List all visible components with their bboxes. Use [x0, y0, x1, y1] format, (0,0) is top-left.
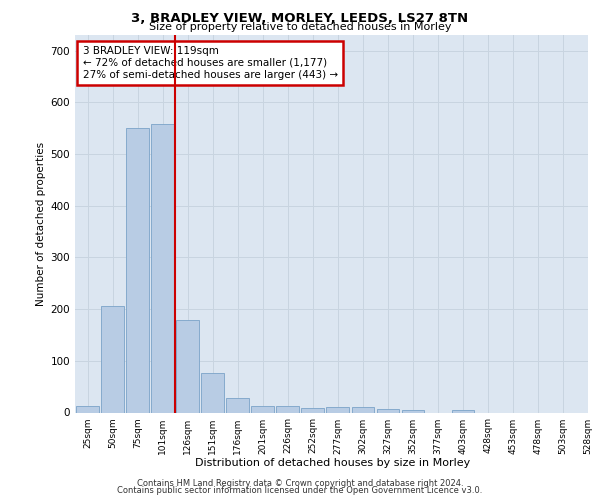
Text: 3 BRADLEY VIEW: 119sqm
← 72% of detached houses are smaller (1,177)
27% of semi-: 3 BRADLEY VIEW: 119sqm ← 72% of detached… [83, 46, 338, 80]
Bar [202, 372, 224, 412]
Bar [127, 128, 149, 412]
Text: Size of property relative to detached houses in Morley: Size of property relative to detached ho… [149, 22, 451, 32]
Bar [76, 406, 99, 412]
Text: 3, BRADLEY VIEW, MORLEY, LEEDS, LS27 8TN: 3, BRADLEY VIEW, MORLEY, LEEDS, LS27 8TN [131, 12, 469, 26]
Bar [326, 408, 349, 412]
Bar [251, 406, 274, 412]
Bar [401, 410, 424, 412]
Bar [452, 410, 474, 412]
Bar [101, 306, 124, 412]
Bar [301, 408, 324, 412]
Text: Contains HM Land Registry data © Crown copyright and database right 2024.: Contains HM Land Registry data © Crown c… [137, 478, 463, 488]
Bar [176, 320, 199, 412]
Text: Distribution of detached houses by size in Morley: Distribution of detached houses by size … [196, 458, 470, 468]
Y-axis label: Number of detached properties: Number of detached properties [37, 142, 46, 306]
Bar [352, 408, 374, 412]
Bar [226, 398, 249, 412]
Bar [151, 124, 174, 412]
Bar [377, 410, 399, 412]
Bar [277, 406, 299, 412]
Text: Contains public sector information licensed under the Open Government Licence v3: Contains public sector information licen… [118, 486, 482, 495]
